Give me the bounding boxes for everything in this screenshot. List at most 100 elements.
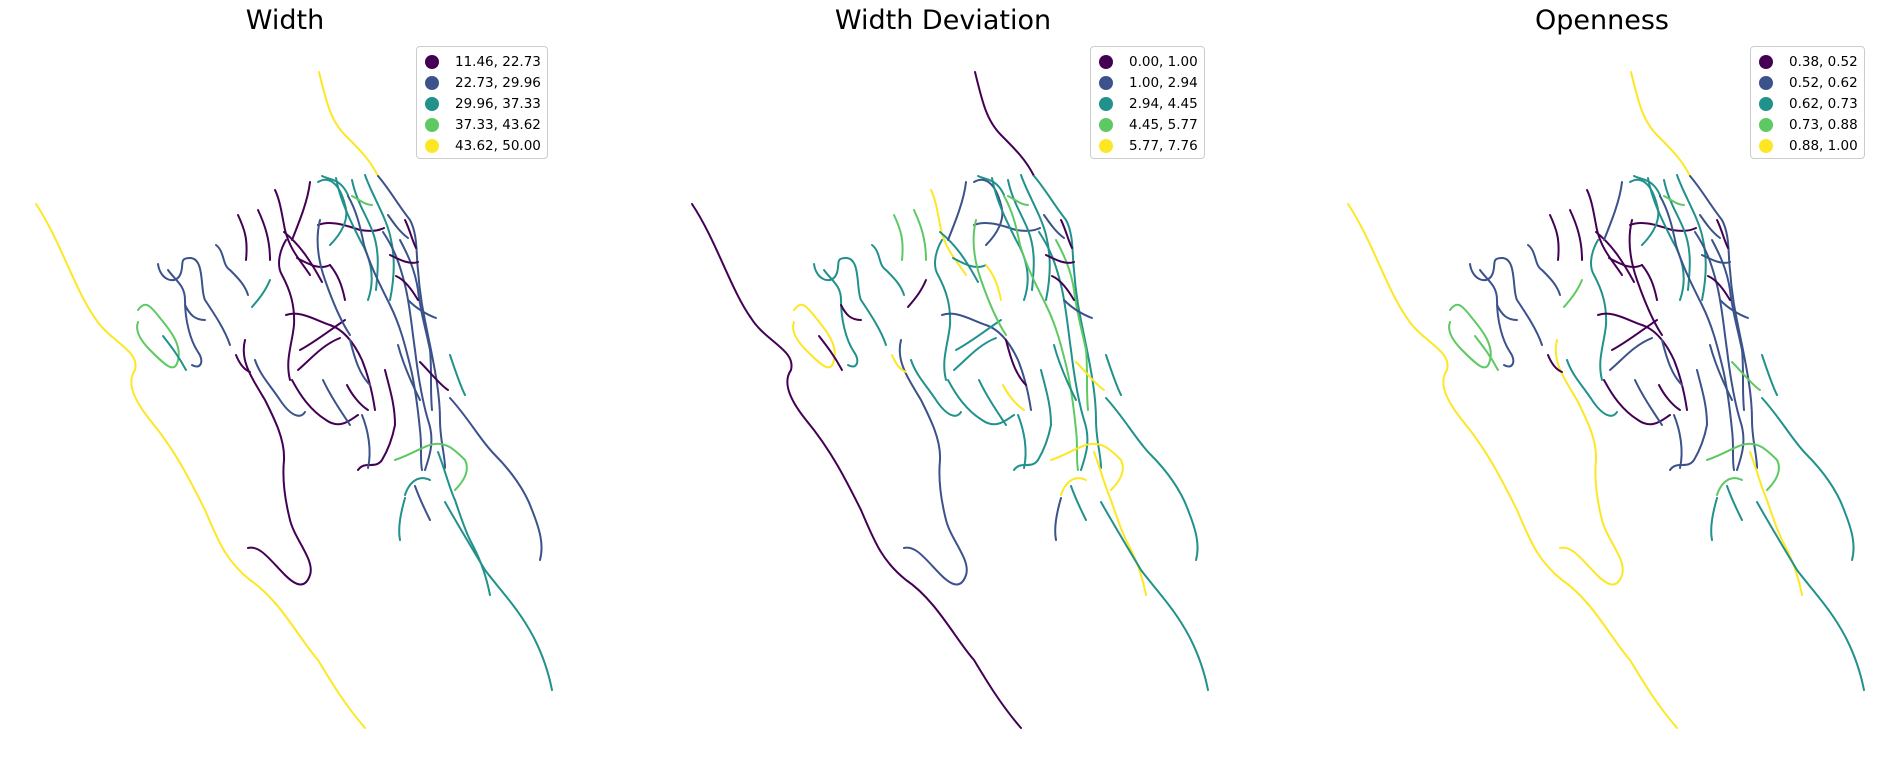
street-segment <box>419 361 449 391</box>
street-segment <box>321 175 349 196</box>
street-segment <box>399 239 433 411</box>
street-segment <box>1629 178 1660 246</box>
street-segment <box>1100 501 1209 691</box>
street-segment <box>1694 231 1745 471</box>
street-segment <box>1710 497 1718 541</box>
panel-title: Width Deviation <box>834 5 1052 36</box>
legend-swatch-icon <box>1759 54 1773 69</box>
street-segment <box>395 275 419 301</box>
legend-label: 4.45, 5.77 <box>1129 116 1198 133</box>
street-segment <box>913 209 927 261</box>
street-segment <box>1020 174 1051 301</box>
street-segment <box>1658 384 1681 411</box>
street-segment <box>934 239 952 381</box>
street-segment <box>254 359 306 417</box>
street-segment <box>1707 275 1731 301</box>
street-network-map <box>35 71 553 729</box>
street-segment <box>1749 451 1803 596</box>
street-segment <box>1701 254 1731 264</box>
street-segment <box>1055 239 1089 411</box>
legend-swatch-icon <box>1099 96 1113 111</box>
street-segment <box>840 304 862 321</box>
street-segment <box>1716 477 1743 496</box>
street-segment <box>1003 195 1079 471</box>
street-segment <box>947 379 1015 426</box>
street-segment <box>972 219 1007 336</box>
legend-label: 0.38, 0.52 <box>1789 53 1858 70</box>
street-segment <box>444 501 553 691</box>
legend-label: 0.62, 0.73 <box>1789 95 1858 112</box>
street-segment <box>394 442 468 491</box>
street-segment <box>35 203 366 729</box>
street-segment <box>1629 221 1697 232</box>
street-segment <box>1633 175 1661 196</box>
street-segment <box>1611 319 1658 351</box>
street-segment <box>285 312 376 411</box>
legend-label: 0.52, 0.62 <box>1789 74 1858 91</box>
legend-item: 37.33, 43.62 <box>423 114 541 135</box>
street-segment <box>335 177 373 301</box>
street-segment <box>377 175 446 469</box>
street-segment <box>237 214 248 261</box>
legend-swatch-icon <box>1099 117 1113 132</box>
legend-item: 5.77, 7.76 <box>1097 135 1198 156</box>
panel-title: Width <box>245 5 325 36</box>
legend-item: 2.94, 4.45 <box>1097 93 1198 114</box>
street-segment <box>973 221 1041 232</box>
street-segment <box>1496 304 1518 321</box>
street-segment <box>1608 257 1643 268</box>
street-segment <box>1663 195 1685 206</box>
street-segment <box>974 71 1035 177</box>
legend-item: 11.46, 22.73 <box>423 51 541 72</box>
street-segment <box>351 179 379 291</box>
legend-label: 11.46, 22.73 <box>455 53 541 70</box>
street-segment <box>1050 442 1124 491</box>
map-panel-width: Width 11.46, 22.73 22.73, 29.96 29.96, 37.… <box>0 0 640 769</box>
street-segment <box>346 384 369 411</box>
street-segment <box>297 337 341 371</box>
legend-item: 0.88, 1.00 <box>1757 135 1858 156</box>
street-segment <box>1590 239 1608 381</box>
street-segment <box>389 254 419 264</box>
legend-label: 0.88, 1.00 <box>1789 137 1858 154</box>
street-network-map <box>1347 71 1865 729</box>
street-segment <box>364 174 395 301</box>
street-segment <box>167 269 203 368</box>
street-segment <box>449 354 466 396</box>
legend-label: 29.96, 37.33 <box>455 95 541 112</box>
map-panel-openness: Openness 0.38, 0.52 0.52, 0.62 0.62, 0.73 0… <box>1312 0 1880 769</box>
street-segment <box>955 319 1002 351</box>
legend-swatch-icon <box>1759 96 1773 111</box>
street-segment <box>1673 414 1683 469</box>
street-segment <box>898 339 968 586</box>
legend-swatch-icon <box>1759 75 1773 90</box>
street-segment <box>1043 214 1065 239</box>
street-segment <box>907 279 927 308</box>
legend-swatch-icon <box>425 75 439 90</box>
street-segment <box>985 264 1002 301</box>
street-segment <box>274 189 311 276</box>
street-segment <box>1554 339 1624 586</box>
street-segment <box>317 178 348 246</box>
street-segment <box>235 354 251 373</box>
street-segment <box>1689 175 1758 469</box>
legend-swatch-icon <box>1759 117 1773 132</box>
street-segment <box>361 414 371 469</box>
legend-swatch-icon <box>1099 75 1113 90</box>
street-segment <box>1597 312 1688 411</box>
street-segment <box>1634 379 1663 426</box>
street-segment <box>947 181 967 241</box>
street-segment <box>437 451 491 596</box>
street-layer <box>1347 71 1865 729</box>
street-segment <box>1547 354 1563 373</box>
street-segment <box>941 312 1032 411</box>
street-segment <box>404 219 417 249</box>
street-network-map <box>691 71 1209 729</box>
street-segment <box>1726 485 1743 521</box>
street-segment <box>316 219 351 336</box>
legend-label: 5.77, 7.76 <box>1129 137 1198 154</box>
street-segment <box>1105 397 1199 561</box>
street-segment <box>398 497 406 541</box>
street-segment <box>1699 214 1721 239</box>
street-segment <box>691 203 1022 729</box>
